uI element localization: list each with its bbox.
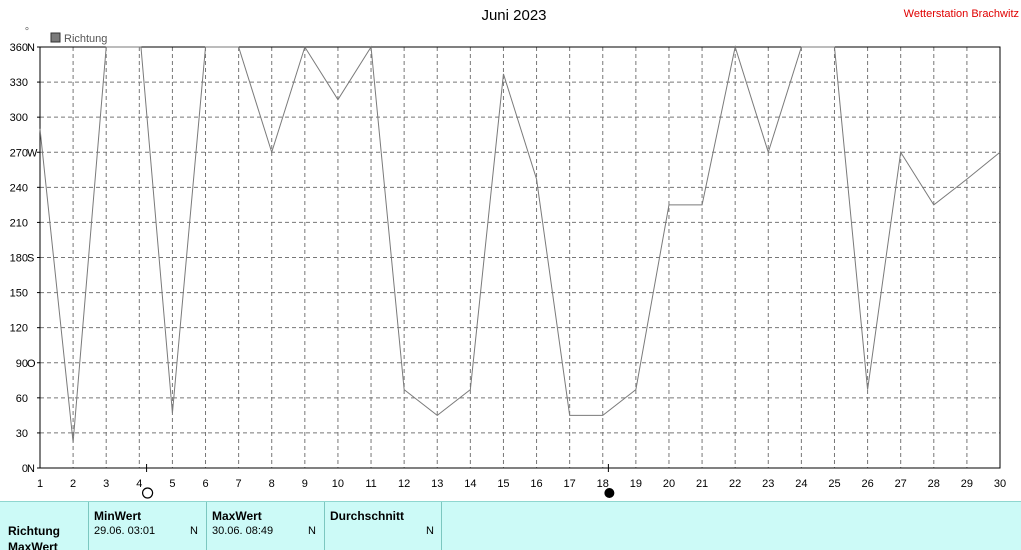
stats-panel: Richtung MaxWert MinWert 29.06. 03:01 N … xyxy=(0,501,1021,550)
y-tick-direction: N xyxy=(27,42,35,54)
grid xyxy=(40,47,1000,468)
x-tick-label: 18 xyxy=(597,478,609,490)
y-tick-label: 150 xyxy=(10,288,28,300)
legend: Richtung xyxy=(50,32,107,45)
y-tick-label: 300 xyxy=(10,112,28,124)
x-tick-label: 7 xyxy=(236,478,242,490)
maxwert-value: N xyxy=(308,525,316,537)
x-tick-label: 1 xyxy=(37,478,43,490)
y-axis-unit: ° xyxy=(25,26,29,38)
y-tick-direction: W xyxy=(27,147,38,159)
y-tick-label: 240 xyxy=(10,182,28,194)
x-tick-label: 5 xyxy=(169,478,175,490)
y-tick-label: 60 xyxy=(16,393,28,405)
series-line-richtung xyxy=(39,45,1001,443)
x-tick-label: 9 xyxy=(302,478,308,490)
x-tick-label: 23 xyxy=(762,478,774,490)
x-tick-label: 29 xyxy=(961,478,973,490)
stats-cell-minwert: MinWert 29.06. 03:01 N xyxy=(88,502,206,550)
stats-row-label-maxwert: MaxWert xyxy=(8,540,58,550)
x-tick-label: 24 xyxy=(795,478,807,490)
x-tick-label: 26 xyxy=(861,478,873,490)
x-axis-ticks: 1 2 3 4 5 6 7 8 9 10 11 12 13 14 15 16 17 18 19 20 21 22 23 24 2… xyxy=(37,478,1006,490)
stats-cell-durchschnitt: Durchschnitt N xyxy=(324,502,442,550)
x-tick-label: 19 xyxy=(630,478,642,490)
x-tick-label: 17 xyxy=(564,478,576,490)
stats-empty-area xyxy=(441,502,1021,550)
moon-phases xyxy=(141,464,615,499)
stats-cell-maxwert: MaxWert 30.06. 08:49 N xyxy=(206,502,324,550)
y-tick-label: 330 xyxy=(10,77,28,89)
y-tick-label: 30 xyxy=(16,428,28,440)
x-tick-label: 30 xyxy=(994,478,1006,490)
y-tick-direction: N xyxy=(27,463,35,475)
x-tick-label: 2 xyxy=(70,478,76,490)
y-tick-label: 0 xyxy=(22,463,28,475)
x-tick-label: 13 xyxy=(431,478,443,490)
x-tick-label: 27 xyxy=(895,478,907,490)
y-tick-label: 90 xyxy=(16,358,28,370)
y-tick-label: 210 xyxy=(10,217,28,229)
full-moon-icon xyxy=(141,487,154,499)
x-tick-label: 8 xyxy=(269,478,275,490)
x-tick-label: 22 xyxy=(729,478,741,490)
x-tick-label: 25 xyxy=(828,478,840,490)
legend-swatch xyxy=(50,32,61,43)
x-tick-label: 11 xyxy=(365,478,376,490)
x-tick-label: 14 xyxy=(464,478,476,490)
y-tick-label: 270 xyxy=(10,147,28,159)
x-tick-label: 4 xyxy=(136,478,142,490)
durchschnitt-value: N xyxy=(426,525,434,537)
y-tick-label: 180 xyxy=(10,253,28,265)
x-tick-label: 21 xyxy=(696,478,708,490)
minwert-date: 29.06. 03:01 xyxy=(94,525,156,537)
x-tick-label: 16 xyxy=(530,478,542,490)
stats-row-label-richtung: Richtung xyxy=(8,524,60,538)
x-tick-label: 10 xyxy=(332,478,344,490)
minwert-title: MinWert xyxy=(94,509,142,523)
x-tick-label: 3 xyxy=(103,478,109,490)
wind-direction-chart: Juni 2023 Wetterstation Brachwitz ° Rich… xyxy=(10,7,1019,499)
durchschnitt-title: Durchschnitt xyxy=(330,509,405,523)
y-tick-direction: S xyxy=(27,253,34,265)
x-tick-label: 12 xyxy=(398,478,410,490)
chart-title: Juni 2023 xyxy=(481,7,546,24)
x-tick-label: 28 xyxy=(928,478,940,490)
maxwert-date: 30.06. 08:49 xyxy=(212,525,274,537)
y-tick-direction: O xyxy=(27,358,36,370)
legend-label: Richtung xyxy=(64,33,107,45)
y-tick-label: 120 xyxy=(10,323,28,335)
x-tick-label: 15 xyxy=(497,478,509,490)
minwert-value: N xyxy=(190,525,198,537)
x-tick-label: 20 xyxy=(663,478,675,490)
station-name: Wetterstation Brachwitz xyxy=(904,8,1019,20)
new-moon-icon xyxy=(604,488,615,498)
y-tick-label: 360 xyxy=(10,42,28,54)
x-tick-label: 6 xyxy=(202,478,208,490)
maxwert-title: MaxWert xyxy=(212,509,262,523)
